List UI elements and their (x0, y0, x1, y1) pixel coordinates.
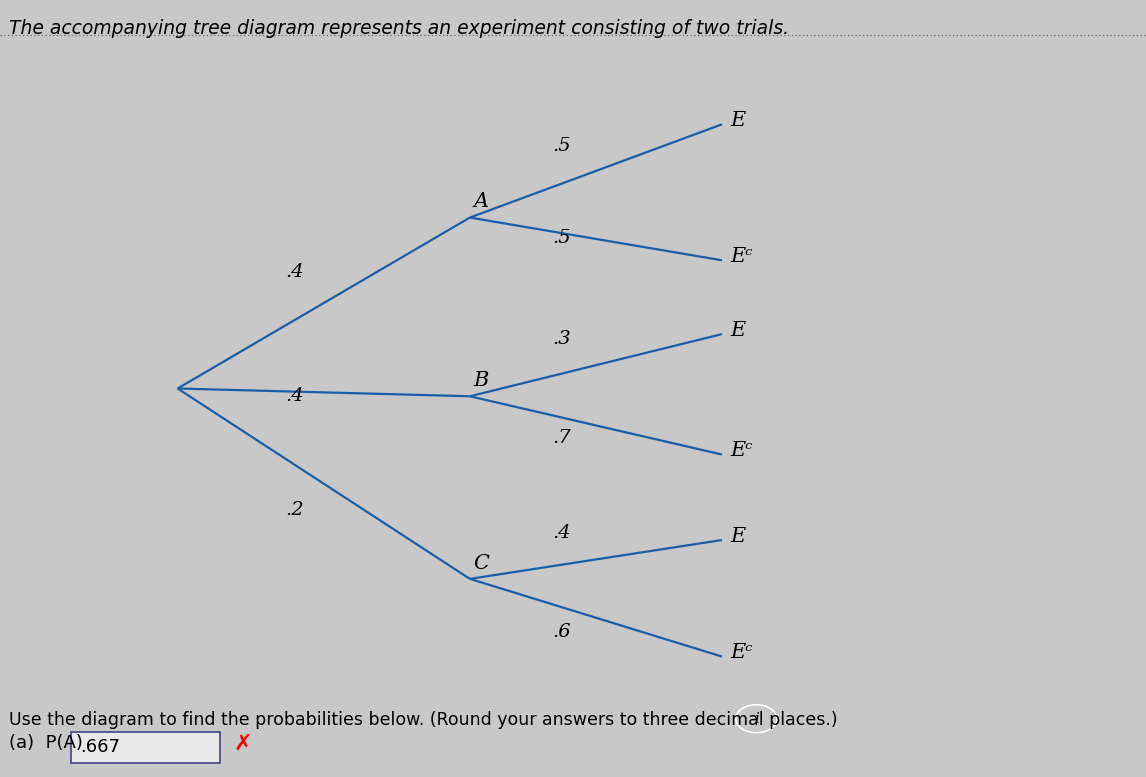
Text: (a)  P(A): (a) P(A) (9, 734, 83, 752)
Text: .7: .7 (552, 429, 571, 447)
Text: E: E (730, 527, 745, 545)
Text: .2: .2 (285, 501, 304, 519)
Text: The accompanying tree diagram represents an experiment consisting of two trials.: The accompanying tree diagram represents… (9, 19, 790, 38)
Text: .4: .4 (285, 263, 304, 281)
Text: C: C (473, 554, 489, 573)
Text: .667: .667 (80, 738, 120, 757)
Text: ✗: ✗ (234, 733, 252, 754)
Text: .5: .5 (552, 138, 571, 155)
FancyBboxPatch shape (71, 732, 220, 763)
Text: .4: .4 (552, 524, 571, 542)
Text: .4: .4 (285, 387, 304, 406)
Text: i: i (754, 712, 759, 726)
Text: B: B (473, 371, 488, 390)
Text: .5: .5 (552, 229, 571, 247)
Text: A: A (473, 193, 488, 211)
Text: Eᶜ: Eᶜ (730, 643, 753, 662)
Text: .6: .6 (552, 623, 571, 641)
Text: Eᶜ: Eᶜ (730, 247, 753, 266)
Text: Eᶜ: Eᶜ (730, 441, 753, 460)
Text: E: E (730, 321, 745, 340)
Text: E: E (730, 111, 745, 130)
Text: .3: .3 (552, 330, 571, 348)
Text: Use the diagram to find the probabilities below. (Round your answers to three de: Use the diagram to find the probabilitie… (9, 711, 838, 729)
